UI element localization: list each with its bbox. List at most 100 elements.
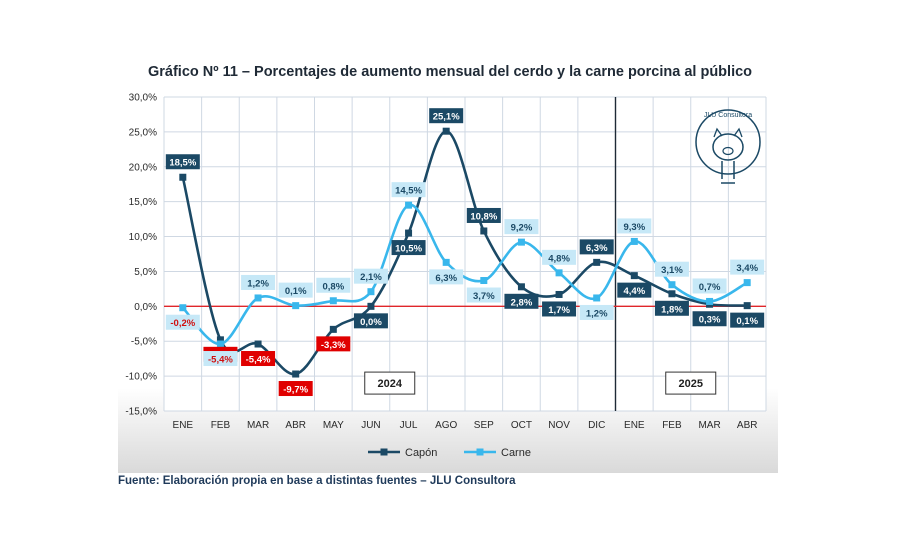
- data-label-capon: 1,7%: [548, 305, 570, 316]
- x-tick-label: SEP: [474, 420, 494, 431]
- data-label-bg-capon: [353, 313, 388, 329]
- point-capon: [367, 302, 375, 310]
- data-label-capon: 0,0%: [360, 317, 382, 328]
- x-tick-label: ABR: [737, 420, 758, 431]
- data-label-bg-capon: [241, 351, 276, 367]
- point-carne: [668, 281, 676, 289]
- data-label-bg-carne: [316, 277, 351, 293]
- data-label-capon: 1,8%: [661, 304, 683, 315]
- y-tick-label: 5,0%: [134, 267, 157, 278]
- x-tick-label: MAR: [247, 420, 269, 431]
- point-capon: [179, 173, 187, 181]
- y-tick-label: 15,0%: [129, 197, 157, 208]
- data-label-bg-carne: [165, 314, 200, 330]
- x-tick-label: FEB: [662, 420, 682, 431]
- point-carne: [517, 238, 525, 246]
- data-label-bg-carne: [391, 182, 426, 198]
- x-tick-label: JUL: [400, 420, 418, 431]
- legend-marker-capon: [380, 448, 388, 456]
- x-tick-label: FEB: [211, 420, 231, 431]
- point-carne: [216, 340, 224, 348]
- data-label-carne: 0,1%: [285, 286, 307, 297]
- data-label-carne: 3,1%: [661, 265, 683, 276]
- data-label-bg-carne: [617, 218, 652, 234]
- data-label-carne: 4,8%: [548, 253, 570, 264]
- point-carne: [480, 277, 488, 285]
- data-label-capon: -3,3%: [321, 340, 346, 351]
- year-label: 2024: [378, 378, 403, 390]
- line-chart: -15,0% -10,0% -5,0% 0,0% 5,0% 10,0% 15,0% 20,0%…: [125, 93, 767, 459]
- x-tick-label: NOV: [548, 420, 570, 431]
- data-label-bg-carne: [730, 259, 765, 275]
- data-label-bg-capon: [654, 300, 689, 316]
- data-label-bg-capon: [692, 311, 727, 327]
- legend-label-capon: Capón: [405, 447, 437, 459]
- year-label-box: [665, 371, 717, 395]
- point-carne: [630, 237, 638, 245]
- data-label-bg-capon: [165, 154, 200, 170]
- x-tick-label: DIC: [588, 420, 605, 431]
- point-capon: [254, 340, 262, 348]
- data-label-carne: 1,2%: [247, 278, 269, 289]
- point-capon: [480, 227, 488, 235]
- data-label-bg-carne: [241, 274, 276, 290]
- data-label-bg-carne: [579, 304, 614, 320]
- data-label-bg-capon: [617, 282, 652, 298]
- y-tick-label: 10,0%: [129, 232, 157, 243]
- y-tick-label: 0,0%: [134, 302, 157, 313]
- y-tick-label: -10,0%: [125, 372, 157, 383]
- data-label-bg-capon: [730, 312, 765, 328]
- data-label-bg-carne: [466, 287, 501, 303]
- x-tick-label: OCT: [511, 420, 532, 431]
- data-label-carne: 14,5%: [395, 186, 422, 197]
- x-tick-label: MAR: [698, 420, 720, 431]
- legend-marker-carne: [476, 448, 484, 456]
- data-label-capon: -5,4%: [246, 355, 271, 366]
- point-capon: [743, 302, 751, 310]
- data-label-bg-capon: [579, 239, 614, 255]
- data-label-carne: -0,2%: [170, 318, 195, 329]
- point-capon: [668, 290, 676, 298]
- data-label-bg-carne: [692, 278, 727, 294]
- data-label-carne: 3,4%: [736, 263, 758, 274]
- data-label-carne: 0,8%: [322, 281, 344, 292]
- data-label-bg-capon: [391, 240, 426, 256]
- data-label-capon: 25,1%: [433, 112, 460, 123]
- data-label-bg-capon: [542, 301, 577, 317]
- data-label-bg-carne: [654, 261, 689, 277]
- data-label-capon: 0,1%: [736, 316, 758, 327]
- point-capon: [555, 290, 563, 298]
- data-label-capon: 18,5%: [169, 158, 196, 169]
- point-carne: [593, 294, 601, 302]
- data-label-bg-capon: [429, 108, 464, 124]
- x-tick-label: ENE: [173, 420, 194, 431]
- data-label-carne: 3,7%: [473, 291, 495, 302]
- data-label-bg-capon: [466, 207, 501, 223]
- data-label-capon: 10,5%: [395, 244, 422, 255]
- data-label-capon: 2,8%: [511, 297, 533, 308]
- point-carne: [292, 302, 300, 310]
- legend-label-carne: Carne: [501, 447, 531, 459]
- data-label-carne: 0,7%: [699, 282, 721, 293]
- data-label-bg-carne: [542, 249, 577, 265]
- point-capon: [292, 370, 300, 378]
- jlu-consultora-logo: JLU Consultora: [695, 109, 761, 184]
- x-tick-label: AGO: [435, 420, 457, 431]
- data-label-carne: -5,4%: [208, 355, 233, 366]
- point-capon: [405, 229, 413, 237]
- source-note: Fuente: Elaboración propia en base a dis…: [118, 475, 516, 487]
- x-tick-label: MAY: [323, 420, 344, 431]
- x-tick-label: ENE: [624, 420, 645, 431]
- year-label: 2025: [679, 378, 703, 390]
- logo-text: JLU Consultora: [704, 112, 752, 119]
- point-carne: [254, 294, 262, 302]
- point-carne: [706, 297, 714, 305]
- point-carne: [367, 288, 375, 296]
- year-label-box: [364, 371, 416, 395]
- x-tick-label: ABR: [285, 420, 306, 431]
- point-capon: [216, 336, 224, 344]
- point-capon: [630, 272, 638, 280]
- data-label-bg-capon: [278, 381, 313, 397]
- point-carne: [743, 279, 751, 287]
- data-label-carne: 6,3%: [435, 273, 457, 284]
